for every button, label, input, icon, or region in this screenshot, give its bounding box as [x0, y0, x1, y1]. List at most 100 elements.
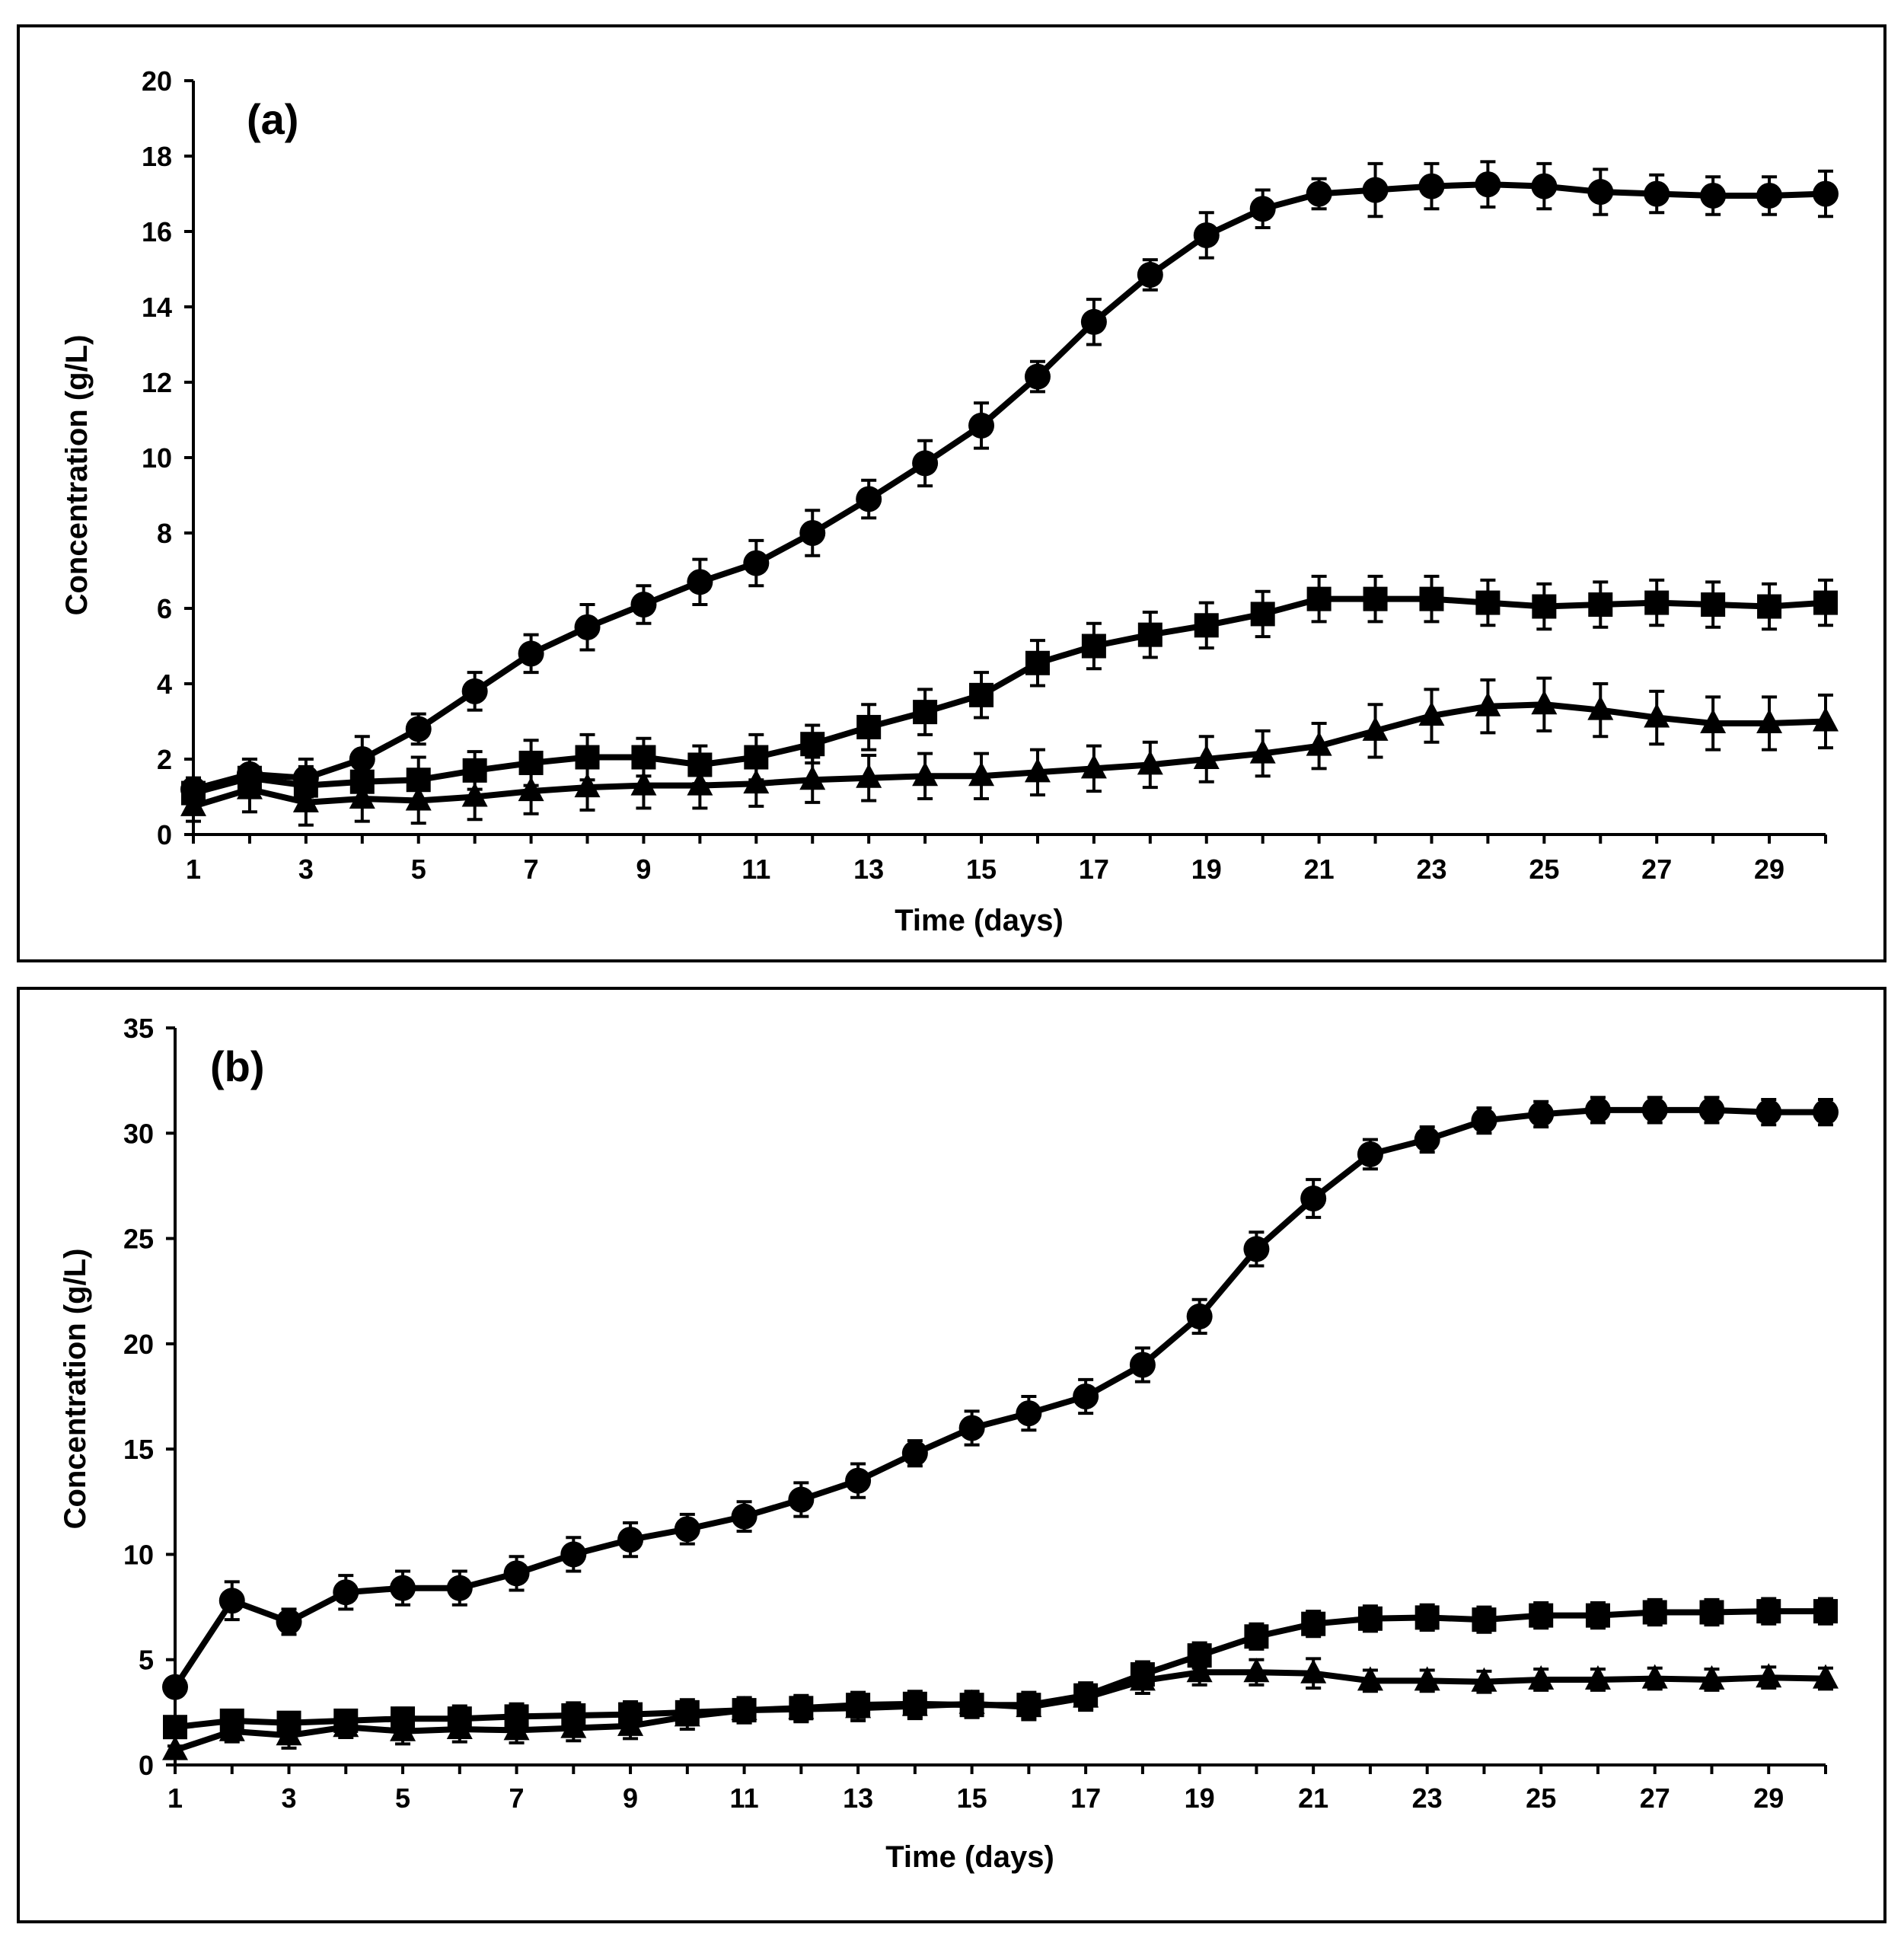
x-tick-label: 9	[636, 854, 651, 885]
data-point-square	[913, 700, 938, 725]
panel-b: 0 5 10 15 20 25 30 35 1 3 5 7 9 11 13 15 17 19 21 23 25 27 29 T…	[17, 987, 1886, 1923]
data-point-circle	[1193, 222, 1220, 248]
data-point-circle	[1700, 182, 1727, 209]
x-tick-label: 29	[1754, 854, 1784, 885]
data-point-circle	[743, 550, 770, 576]
data-point-square	[1025, 650, 1050, 675]
data-point-triangle	[1024, 758, 1051, 783]
x-tick-label: 27	[1640, 1782, 1670, 1814]
data-point-circle	[1475, 171, 1501, 198]
data-point-square	[1532, 594, 1557, 619]
data-point-triangle	[1414, 1666, 1440, 1691]
data-point-triangle	[1475, 691, 1501, 716]
data-point-triangle	[968, 761, 995, 787]
series-line-circle	[172, 1106, 1826, 1689]
series-circle	[162, 1096, 1839, 1700]
data-point-square	[1701, 592, 1726, 618]
data-point-circle	[856, 486, 882, 512]
data-point-triangle	[1016, 1692, 1042, 1717]
data-point-circle	[731, 1503, 757, 1530]
data-point-triangle	[405, 786, 432, 811]
data-point-circle	[1080, 308, 1107, 335]
data-point-circle	[1756, 1099, 1782, 1125]
data-point-triangle	[1193, 745, 1220, 769]
x-tick-label: 29	[1753, 1782, 1784, 1814]
x-axis-title: Time (days)	[895, 904, 1064, 937]
data-point-triangle	[674, 1702, 700, 1727]
data-point-triangle	[1129, 1666, 1156, 1691]
data-point-circle	[1306, 180, 1332, 207]
data-point-circle	[1357, 1141, 1383, 1167]
data-point-square	[1306, 586, 1332, 611]
data-point-triangle	[1362, 716, 1389, 741]
data-point-triangle	[390, 1716, 416, 1741]
series-circle	[180, 160, 1839, 803]
data-point-circle	[901, 1440, 928, 1466]
data-point-triangle	[1528, 1664, 1555, 1690]
data-point-circle	[1129, 1352, 1156, 1378]
data-point-triangle	[1587, 695, 1614, 720]
data-point-circle	[1243, 1236, 1270, 1262]
data-point-triangle	[1813, 707, 1839, 732]
data-point-triangle	[560, 1713, 587, 1738]
data-point-triangle	[845, 1693, 872, 1719]
data-point-square	[1137, 622, 1162, 647]
data-point-square	[1585, 1603, 1610, 1628]
data-point-circle	[461, 678, 488, 704]
data-point-square	[1475, 590, 1501, 615]
data-point-square	[1757, 594, 1782, 619]
panel-label: (a)	[247, 95, 298, 143]
data-point-circle	[1418, 173, 1445, 199]
data-point-circle	[674, 1516, 700, 1543]
data-point-triangle	[1471, 1667, 1497, 1692]
x-tick-label: 17	[1079, 854, 1109, 885]
data-point-circle	[1414, 1126, 1440, 1153]
data-point-triangle	[292, 787, 319, 812]
data-point-circle	[518, 640, 544, 667]
data-point-triangle	[1306, 731, 1332, 756]
series-triangle	[180, 676, 1839, 827]
data-point-square	[1301, 1611, 1326, 1636]
y-tick-label: 10	[123, 1539, 154, 1570]
y-tick-label: 12	[142, 367, 172, 398]
data-point-square	[800, 732, 825, 757]
panel-label: (b)	[210, 1042, 265, 1090]
data-point-circle	[1016, 1400, 1042, 1427]
series-triangle	[162, 1657, 1839, 1760]
x-tick-label: 11	[742, 854, 770, 885]
data-point-triangle	[236, 774, 263, 799]
data-point-triangle	[630, 771, 657, 796]
y-tick-label: 15	[123, 1434, 154, 1465]
data-point-triangle	[687, 771, 713, 796]
data-point-triangle	[461, 782, 488, 807]
y-axis-title: Concentration (g/L)	[60, 335, 94, 616]
data-point-triangle	[856, 763, 882, 788]
data-point-circle	[788, 1486, 815, 1513]
data-point-square	[1813, 590, 1838, 615]
data-point-triangle	[799, 765, 826, 790]
data-point-triangle	[731, 1696, 757, 1721]
data-point-triangle	[1641, 1664, 1668, 1689]
data-point-circle	[630, 592, 657, 618]
data-point-circle	[503, 1560, 530, 1587]
y-tick-label: 20	[123, 1329, 154, 1360]
x-tick-label: 23	[1412, 1782, 1443, 1814]
x-tick-label: 21	[1304, 854, 1335, 885]
data-point-square	[1419, 586, 1444, 611]
data-point-circle	[1249, 196, 1276, 222]
x-tick-label: 3	[282, 1782, 297, 1814]
y-tick-label: 14	[142, 292, 172, 323]
data-point-square	[969, 682, 994, 707]
data-point-circle	[687, 569, 713, 595]
data-point-triangle	[1584, 1664, 1611, 1690]
data-point-circle	[912, 450, 939, 477]
x-axis-title: Time (days)	[885, 1840, 1054, 1874]
x-tick-label: 1	[167, 1782, 183, 1814]
data-point-circle	[1300, 1186, 1327, 1212]
x-tick-label: 3	[298, 854, 314, 885]
y-tick-label: 18	[142, 141, 172, 172]
data-point-circle	[390, 1575, 416, 1601]
data-point-circle	[799, 520, 826, 546]
data-point-circle	[1531, 173, 1558, 199]
